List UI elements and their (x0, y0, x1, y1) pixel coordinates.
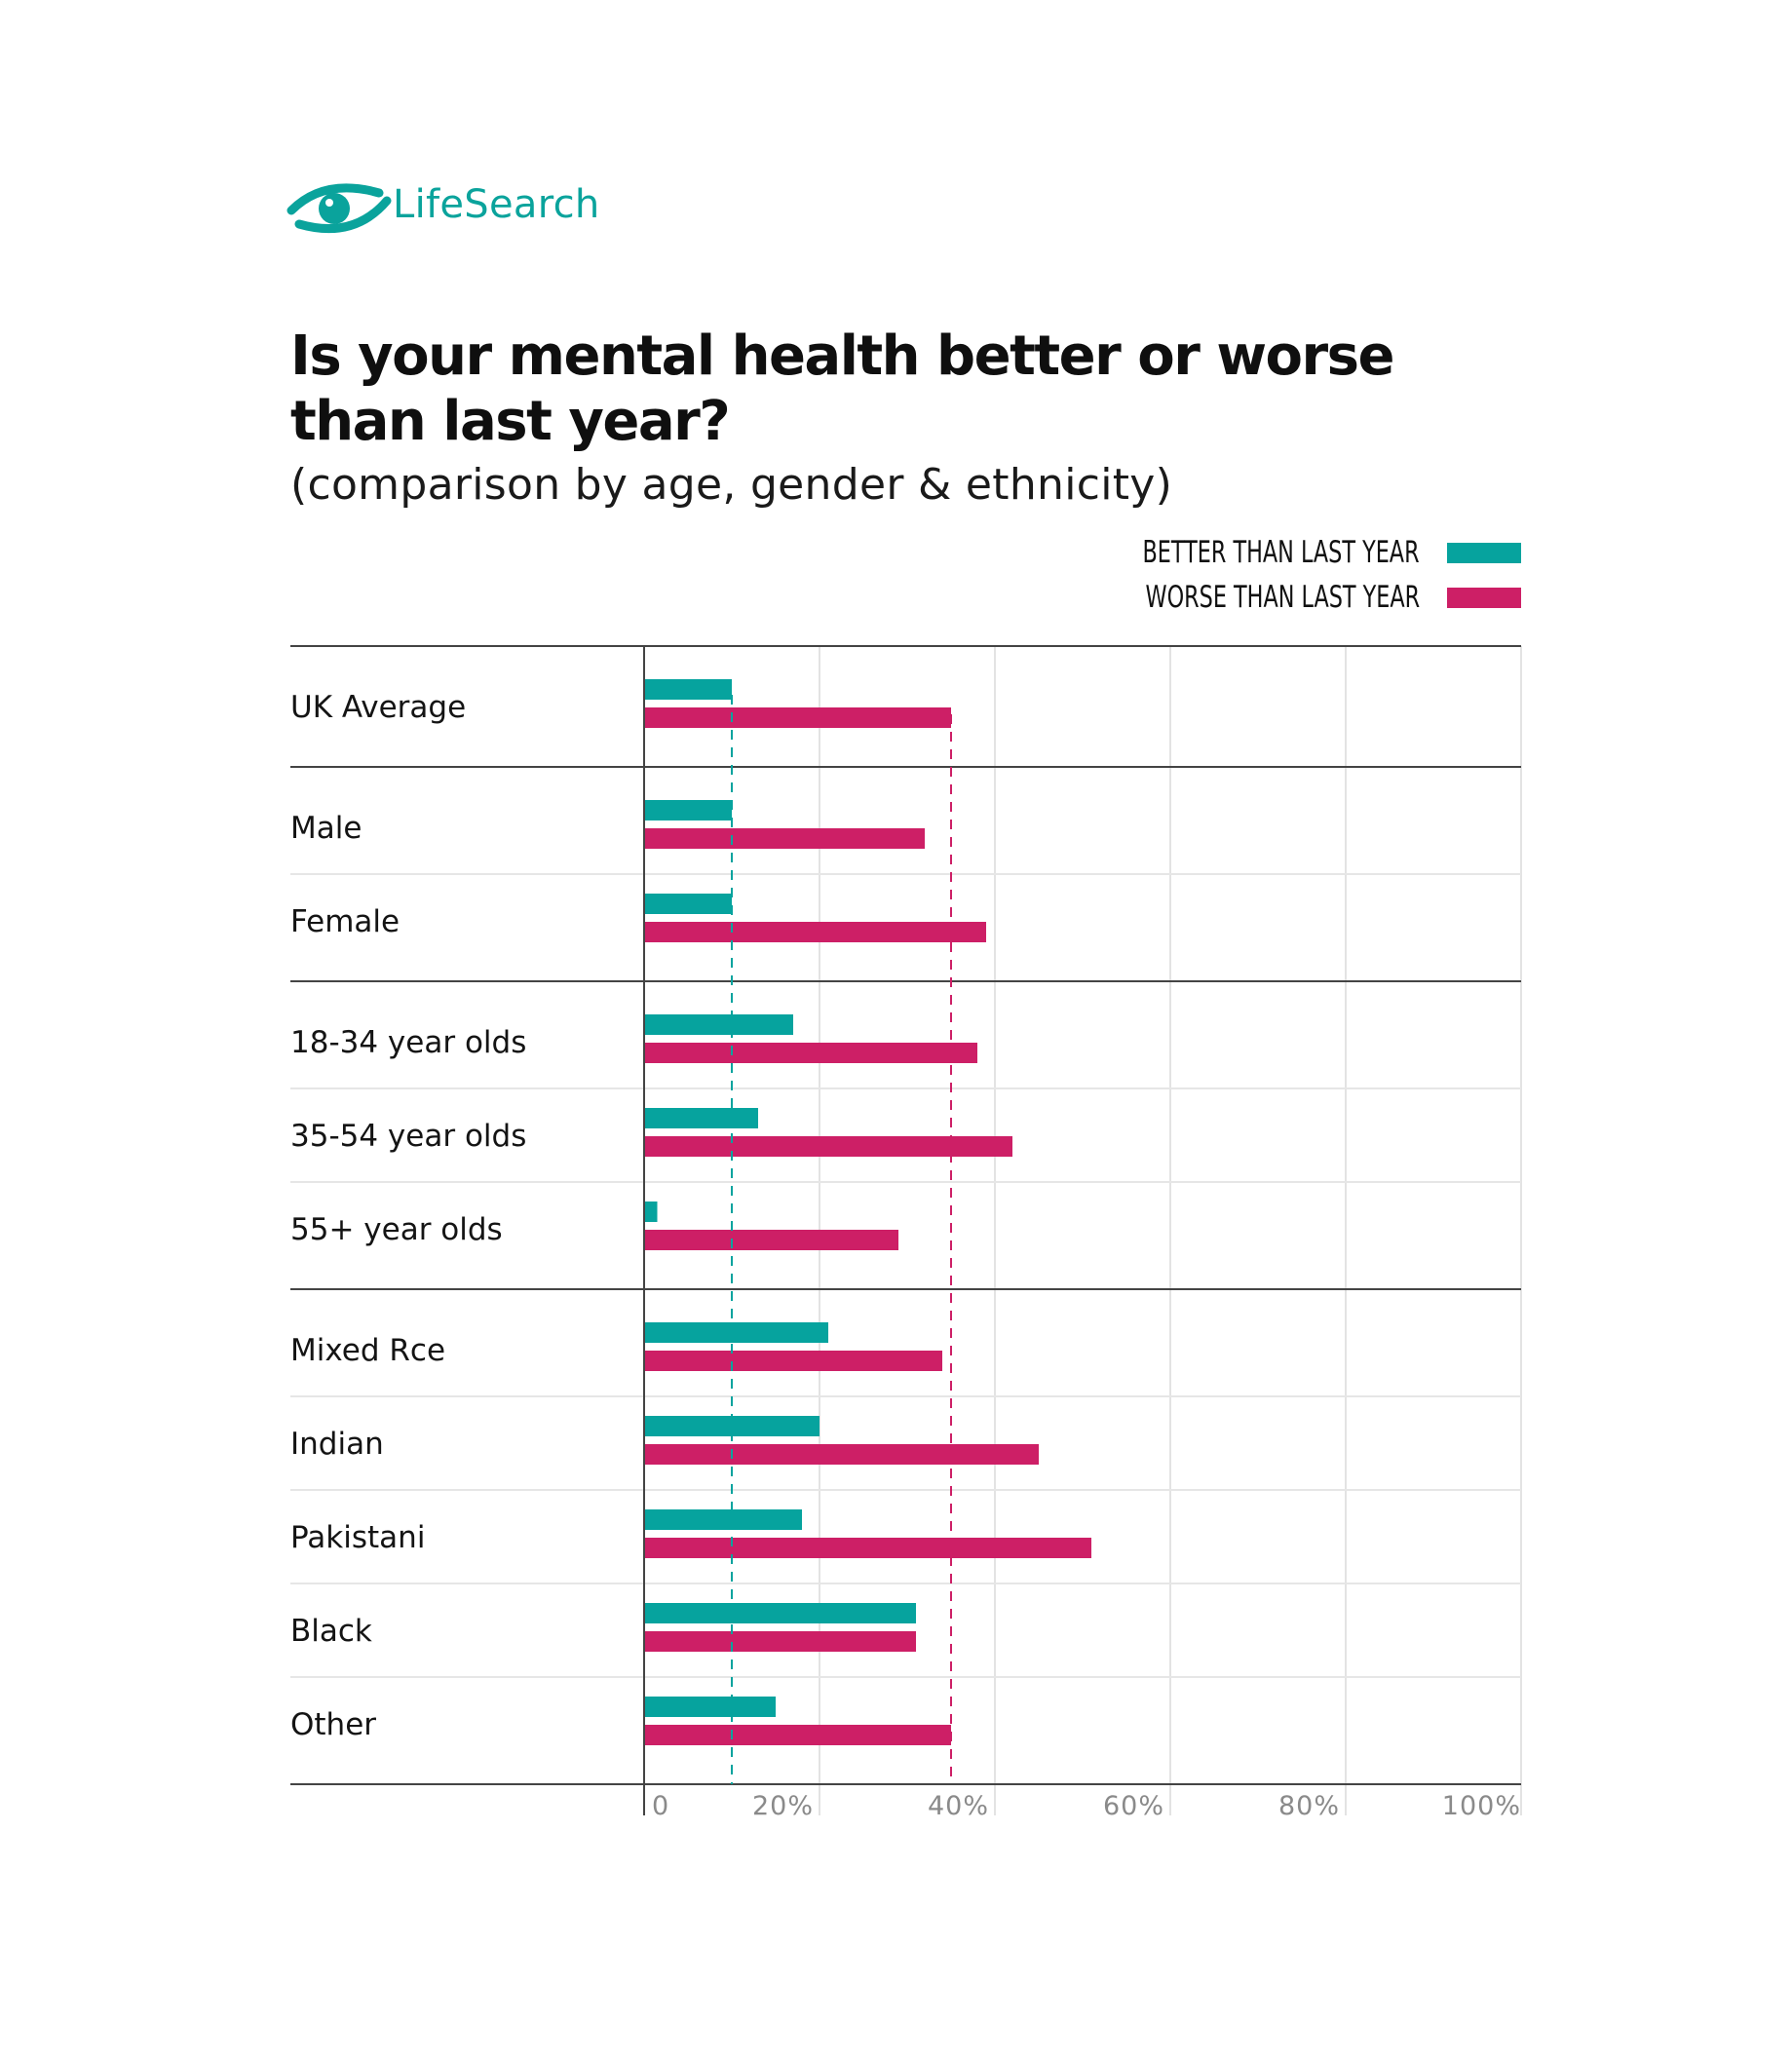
category-label: Female (290, 904, 400, 939)
category-label: 55+ year olds (290, 1212, 503, 1247)
category-label: 35-54 year olds (290, 1119, 526, 1154)
x-tick-label: 60% (1103, 1791, 1164, 1821)
bar-better (644, 894, 732, 914)
bar-worse (644, 828, 925, 849)
x-tick-label: 0 (652, 1791, 669, 1821)
bar-better (644, 1509, 802, 1530)
bar-worse (644, 922, 986, 942)
bar-worse (644, 1230, 898, 1250)
bar-better (644, 679, 732, 700)
category-label: Pakistani (290, 1520, 425, 1555)
bar-worse (644, 1631, 916, 1652)
brand-name: LifeSearch (393, 182, 600, 227)
legend-label-worse: WORSE THAN LAST YEAR (1145, 580, 1420, 615)
bar-better (644, 1697, 776, 1717)
legend-swatch-better (1447, 542, 1521, 563)
bar-worse (644, 707, 951, 728)
legend-label-better: BETTER THAN LAST YEAR (1142, 535, 1420, 570)
bar-worse (644, 1043, 977, 1063)
legend: BETTER THAN LAST YEAR WORSE THAN LAST YE… (1035, 530, 1521, 620)
legend-item-better: BETTER THAN LAST YEAR (1035, 530, 1521, 575)
chart-subtitle: (comparison by age, gender & ethnicity) (290, 460, 1173, 510)
x-tick-label: 40% (928, 1791, 989, 1821)
bar-better (644, 800, 732, 820)
bar-better (644, 1322, 828, 1343)
bar-better (644, 1603, 916, 1623)
eye-icon (286, 183, 392, 234)
x-tick-label: 80% (1278, 1791, 1340, 1821)
bar-worse (644, 1351, 942, 1371)
category-label: Black (290, 1614, 372, 1649)
bar-worse (644, 1725, 951, 1745)
bar-worse (644, 1444, 1039, 1465)
legend-item-worse: WORSE THAN LAST YEAR (1035, 575, 1521, 620)
bar-better (644, 1416, 820, 1436)
category-label: UK Average (290, 690, 466, 725)
category-label: Mixed Rce (290, 1333, 445, 1368)
category-label: 18-34 year olds (290, 1025, 526, 1060)
bar-worse (644, 1136, 1012, 1157)
category-label: Male (290, 811, 362, 846)
x-tick-label: 20% (752, 1791, 814, 1821)
bar-better (644, 1202, 658, 1222)
bar-better (644, 1108, 758, 1128)
chart-title: Is your mental health better or worse th… (290, 324, 1394, 453)
legend-swatch-worse (1447, 587, 1521, 608)
bar-better (644, 1014, 793, 1035)
bar-worse (644, 1538, 1091, 1558)
category-label: Indian (290, 1427, 384, 1462)
category-label: Other (290, 1707, 376, 1742)
x-tick-label: 100% (1442, 1791, 1521, 1821)
